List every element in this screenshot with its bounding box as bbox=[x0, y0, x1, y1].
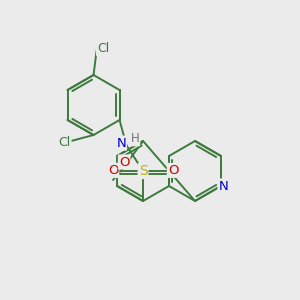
Text: Cl: Cl bbox=[58, 136, 70, 149]
Text: O: O bbox=[108, 164, 118, 177]
Text: N: N bbox=[218, 179, 228, 193]
Text: N: N bbox=[116, 136, 126, 150]
Text: Cl: Cl bbox=[97, 42, 109, 55]
Text: S: S bbox=[139, 164, 147, 178]
Text: O: O bbox=[119, 155, 129, 169]
Text: H: H bbox=[130, 132, 139, 146]
Text: O: O bbox=[168, 164, 178, 177]
